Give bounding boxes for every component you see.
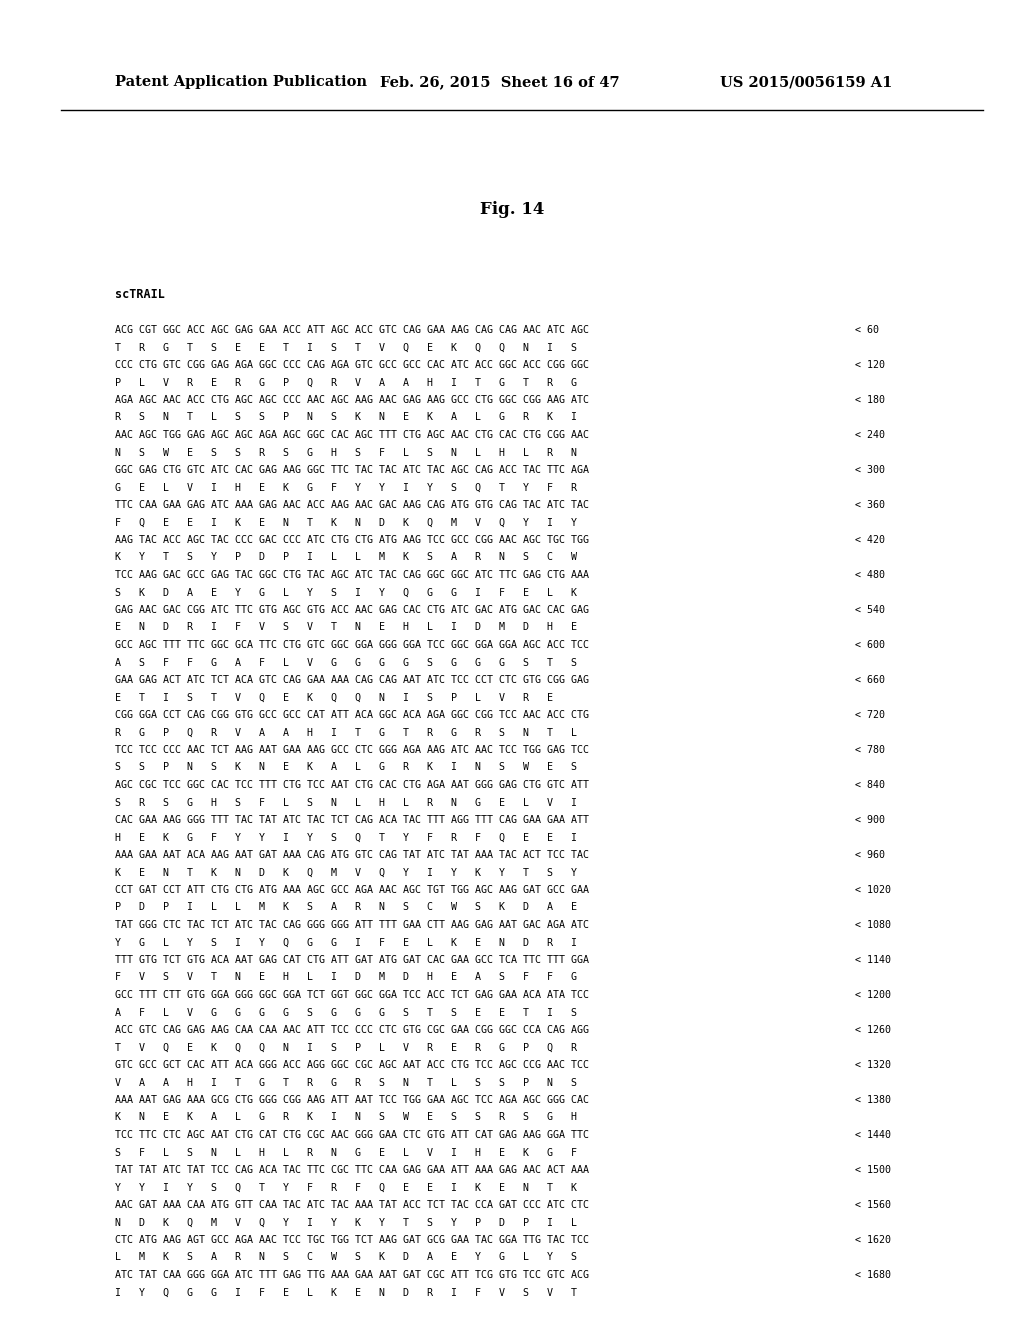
Text: < 540: < 540 <box>855 605 885 615</box>
Text: GAA GAG ACT ATC TCT ACA GTC CAG GAA AAA CAG CAG AAT ATC TCC CCT CTC GTG CGG GAG: GAA GAG ACT ATC TCT ACA GTC CAG GAA AAA … <box>115 675 589 685</box>
Text: < 1080: < 1080 <box>855 920 891 931</box>
Text: TCC TCC CCC AAC TCT AAG AAT GAA AAG GCC CTC GGG AGA AAG ATC AAC TCC TGG GAG TCC: TCC TCC CCC AAC TCT AAG AAT GAA AAG GCC … <box>115 744 589 755</box>
Text: AAG TAC ACC AGC TAC CCC GAC CCC ATC CTG CTG ATG AAG TCC GCC CGG AAC AGC TGC TGG: AAG TAC ACC AGC TAC CCC GAC CCC ATC CTG … <box>115 535 589 545</box>
Text: CAC GAA AAG GGG TTT TAC TAT ATC TAC TCT CAG ACA TAC TTT AGG TTT CAG GAA GAA ATT: CAC GAA AAG GGG TTT TAC TAT ATC TAC TCT … <box>115 814 589 825</box>
Text: < 600: < 600 <box>855 640 885 649</box>
Text: < 420: < 420 <box>855 535 885 545</box>
Text: < 1200: < 1200 <box>855 990 891 1001</box>
Text: Feb. 26, 2015  Sheet 16 of 47: Feb. 26, 2015 Sheet 16 of 47 <box>380 75 620 88</box>
Text: ACG CGT GGC ACC AGC GAG GAA ACC ATT AGC ACC GTC CAG GAA AAG CAG CAG AAC ATC AGC: ACG CGT GGC ACC AGC GAG GAA ACC ATT AGC … <box>115 325 589 335</box>
Text: AGC CGC TCC GGC CAC TCC TTT CTG TCC AAT CTG CAC CTG AGA AAT GGG GAG CTG GTC ATT: AGC CGC TCC GGC CAC TCC TTT CTG TCC AAT … <box>115 780 589 789</box>
Text: ATC TAT CAA GGG GGA ATC TTT GAG TTG AAA GAA AAT GAT CGC ATT TCG GTG TCC GTC ACG: ATC TAT CAA GGG GGA ATC TTT GAG TTG AAA … <box>115 1270 589 1280</box>
Text: < 1440: < 1440 <box>855 1130 891 1140</box>
Text: E   T   I   S   T   V   Q   E   K   Q   Q   N   I   S   P   L   V   R   E: E T I S T V Q E K Q Q N I S P L V R E <box>115 693 553 702</box>
Text: K   Y   T   S   Y   P   D   P   I   L   L   M   K   S   A   R   N   S   C   W: K Y T S Y P D P I L L M K S A R N S C W <box>115 553 577 562</box>
Text: < 960: < 960 <box>855 850 885 861</box>
Text: < 1500: < 1500 <box>855 1166 891 1175</box>
Text: ACC GTC CAG GAG AAG CAA CAA AAC ATT TCC CCC CTC GTG CGC GAA CGG GGC CCA CAG AGG: ACC GTC CAG GAG AAG CAA CAA AAC ATT TCC … <box>115 1026 589 1035</box>
Text: A   S   F   F   G   A   F   L   V   G   G   G   G   S   G   G   G   S   T   S: A S F F G A F L V G G G G S G G G S T S <box>115 657 577 668</box>
Text: K   N   E   K   A   L   G   R   K   I   N   S   W   E   S   S   R   S   G   H: K N E K A L G R K I N S W E S S R S G H <box>115 1113 577 1122</box>
Text: TTT GTG TCT GTG ACA AAT GAG CAT CTG ATT GAT ATG GAT CAC GAA GCC TCA TTC TTT GGA: TTT GTG TCT GTG ACA AAT GAG CAT CTG ATT … <box>115 954 589 965</box>
Text: Y   Y   I   Y   S   Q   T   Y   F   R   F   Q   E   E   I   K   E   N   T   K: Y Y I Y S Q T Y F R F Q E E I K E N T K <box>115 1183 577 1192</box>
Text: < 1680: < 1680 <box>855 1270 891 1280</box>
Text: N   D   K   Q   M   V   Q   Y   I   Y   K   Y   T   S   Y   P   D   P   I   L: N D K Q M V Q Y I Y K Y T S Y P D P I L <box>115 1217 577 1228</box>
Text: < 1140: < 1140 <box>855 954 891 965</box>
Text: TAT GGG CTC TAC TCT ATC TAC CAG GGG GGG ATT TTT GAA CTT AAG GAG AAT GAC AGA ATC: TAT GGG CTC TAC TCT ATC TAC CAG GGG GGG … <box>115 920 589 931</box>
Text: V   A   A   H   I   T   G   T   R   G   R   S   N   T   L   S   S   P   N   S: V A A H I T G T R G R S N T L S S P N S <box>115 1077 577 1088</box>
Text: S   F   L   S   N   L   H   L   R   N   G   E   L   V   I   H   E   K   G   F: S F L S N L H L R N G E L V I H E K G F <box>115 1147 577 1158</box>
Text: GCC TTT CTT GTG GGA GGG GGC GGA TCT GGT GGC GGA TCC ACC TCT GAG GAA ACA ATA TCC: GCC TTT CTT GTG GGA GGG GGC GGA TCT GGT … <box>115 990 589 1001</box>
Text: A   F   L   V   G   G   G   G   S   G   G   G   S   T   S   E   E   T   I   S: A F L V G G G G S G G G S T S E E T I S <box>115 1007 577 1018</box>
Text: AAC GAT AAA CAA ATG GTT CAA TAC ATC TAC AAA TAT ACC TCT TAC CCA GAT CCC ATC CTC: AAC GAT AAA CAA ATG GTT CAA TAC ATC TAC … <box>115 1200 589 1210</box>
Text: R   G   P   Q   R   V   A   A   H   I   T   G   T   R   G   R   S   N   T   L: R G P Q R V A A H I T G T R G R S N T L <box>115 727 577 738</box>
Text: CTC ATG AAG AGT GCC AGA AAC TCC TGC TGG TCT AAG GAT GCG GAA TAC GGA TTG TAC TCC: CTC ATG AAG AGT GCC AGA AAC TCC TGC TGG … <box>115 1236 589 1245</box>
Text: < 720: < 720 <box>855 710 885 719</box>
Text: < 480: < 480 <box>855 570 885 579</box>
Text: N   S   W   E   S   S   R   S   G   H   S   F   L   S   N   L   H   L   R   N: N S W E S S R S G H S F L S N L H L R N <box>115 447 577 458</box>
Text: F   Q   E   E   I   K   E   N   T   K   N   D   K   Q   M   V   Q   Y   I   Y: F Q E E I K E N T K N D K Q M V Q Y I Y <box>115 517 577 528</box>
Text: < 840: < 840 <box>855 780 885 789</box>
Text: P   D   P   I   L   L   M   K   S   A   R   N   S   C   W   S   K   D   A   E: P D P I L L M K S A R N S C W S K D A E <box>115 903 577 912</box>
Text: < 240: < 240 <box>855 430 885 440</box>
Text: S   S   P   N   S   K   N   E   K   A   L   G   R   K   I   N   S   W   E   S: S S P N S K N E K A L G R K I N S W E S <box>115 763 577 772</box>
Text: < 120: < 120 <box>855 360 885 370</box>
Text: < 900: < 900 <box>855 814 885 825</box>
Text: < 1260: < 1260 <box>855 1026 891 1035</box>
Text: GGC GAG CTG GTC ATC CAC GAG AAG GGC TTC TAC TAC ATC TAC AGC CAG ACC TAC TTC AGA: GGC GAG CTG GTC ATC CAC GAG AAG GGC TTC … <box>115 465 589 475</box>
Text: CGG GGA CCT CAG CGG GTG GCC GCC CAT ATT ACA GGC ACA AGA GGC CGG TCC AAC ACC CTG: CGG GGA CCT CAG CGG GTG GCC GCC CAT ATT … <box>115 710 589 719</box>
Text: < 1620: < 1620 <box>855 1236 891 1245</box>
Text: < 360: < 360 <box>855 500 885 510</box>
Text: < 1560: < 1560 <box>855 1200 891 1210</box>
Text: AAA GAA AAT ACA AAG AAT GAT AAA CAG ATG GTC CAG TAT ATC TAT AAA TAC ACT TCC TAC: AAA GAA AAT ACA AAG AAT GAT AAA CAG ATG … <box>115 850 589 861</box>
Text: < 1380: < 1380 <box>855 1096 891 1105</box>
Text: F   V   S   V   T   N   E   H   L   I   D   M   D   H   E   A   S   F   F   G: F V S V T N E H L I D M D H E A S F F G <box>115 973 577 982</box>
Text: TCC AAG GAC GCC GAG TAC GGC CTG TAC AGC ATC TAC CAG GGC GGC ATC TTC GAG CTG AAA: TCC AAG GAC GCC GAG TAC GGC CTG TAC AGC … <box>115 570 589 579</box>
Text: T   R   G   T   S   E   E   T   I   S   T   V   Q   E   K   Q   Q   N   I   S: T R G T S E E T I S T V Q E K Q Q N I S <box>115 342 577 352</box>
Text: CCT GAT CCT ATT CTG CTG ATG AAA AGC GCC AGA AAC AGC TGT TGG AGC AAG GAT GCC GAA: CCT GAT CCT ATT CTG CTG ATG AAA AGC GCC … <box>115 884 589 895</box>
Text: < 660: < 660 <box>855 675 885 685</box>
Text: < 60: < 60 <box>855 325 879 335</box>
Text: T   V   Q   E   K   Q   Q   N   I   S   P   L   V   R   E   R   G   P   Q   R: T V Q E K Q Q N I S P L V R E R G P Q R <box>115 1043 577 1052</box>
Text: AAC AGC TGG GAG AGC AGC AGA AGC GGC CAC AGC TTT CTG AGC AAC CTG CAC CTG CGG AAC: AAC AGC TGG GAG AGC AGC AGA AGC GGC CAC … <box>115 430 589 440</box>
Text: GCC AGC TTT TTC GGC GCA TTC CTG GTC GGC GGA GGG GGA TCC GGC GGA GGA AGC ACC TCC: GCC AGC TTT TTC GGC GCA TTC CTG GTC GGC … <box>115 640 589 649</box>
Text: TTC CAA GAA GAG ATC AAA GAG AAC ACC AAG AAC GAC AAG CAG ATG GTG CAG TAC ATC TAC: TTC CAA GAA GAG ATC AAA GAG AAC ACC AAG … <box>115 500 589 510</box>
Text: K   E   N   T   K   N   D   K   Q   M   V   Q   Y   I   Y   K   Y   T   S   Y: K E N T K N D K Q M V Q Y I Y K Y T S Y <box>115 867 577 878</box>
Text: < 1020: < 1020 <box>855 884 891 895</box>
Text: H   E   K   G   F   Y   Y   I   Y   S   Q   T   Y   F   R   F   Q   E   E   I: H E K G F Y Y I Y S Q T Y F R F Q E E I <box>115 833 577 842</box>
Text: < 780: < 780 <box>855 744 885 755</box>
Text: GAG AAC GAC CGG ATC TTC GTG AGC GTG ACC AAC GAG CAC CTG ATC GAC ATG GAC CAC GAG: GAG AAC GAC CGG ATC TTC GTG AGC GTG ACC … <box>115 605 589 615</box>
Text: Y   G   L   Y   S   I   Y   Q   G   G   I   F   E   L   K   E   N   D   R   I: Y G L Y S I Y Q G G I F E L K E N D R I <box>115 937 577 948</box>
Text: P   L   V   R   E   R   G   P   Q   R   V   A   A   H   I   T   G   T   R   G: P L V R E R G P Q R V A A H I T G T R G <box>115 378 577 388</box>
Text: S   K   D   A   E   Y   G   L   Y   S   I   Y   Q   G   G   I   F   E   L   K: S K D A E Y G L Y S I Y Q G G I F E L K <box>115 587 577 598</box>
Text: < 1320: < 1320 <box>855 1060 891 1071</box>
Text: R   S   N   T   L   S   S   P   N   S   K   N   E   K   A   L   G   R   K   I: R S N T L S S P N S K N E K A L G R K I <box>115 412 577 422</box>
Text: G   E   L   V   I   H   E   K   G   F   Y   Y   I   Y   S   Q   T   Y   F   R: G E L V I H E K G F Y Y I Y S Q T Y F R <box>115 483 577 492</box>
Text: < 180: < 180 <box>855 395 885 405</box>
Text: GTC GCC GCT CAC ATT ACA GGG ACC AGG GGC CGC AGC AAT ACC CTG TCC AGC CCG AAC TCC: GTC GCC GCT CAC ATT ACA GGG ACC AGG GGC … <box>115 1060 589 1071</box>
Text: US 2015/0056159 A1: US 2015/0056159 A1 <box>720 75 892 88</box>
Text: CCC CTG GTC CGG GAG AGA GGC CCC CAG AGA GTC GCC GCC CAC ATC ACC GGC ACC CGG GGC: CCC CTG GTC CGG GAG AGA GGC CCC CAG AGA … <box>115 360 589 370</box>
Text: Patent Application Publication: Patent Application Publication <box>115 75 367 88</box>
Text: < 300: < 300 <box>855 465 885 475</box>
Text: TCC TTC CTC AGC AAT CTG CAT CTG CGC AAC GGG GAA CTC GTG ATT CAT GAG AAG GGA TTC: TCC TTC CTC AGC AAT CTG CAT CTG CGC AAC … <box>115 1130 589 1140</box>
Text: I   Y   Q   G   G   I   F   E   L   K   E   N   D   R   I   F   V   S   V   T: I Y Q G G I F E L K E N D R I F V S V T <box>115 1287 577 1298</box>
Text: AAA AAT GAG AAA GCG CTG GGG CGG AAG ATT AAT TCC TGG GAA AGC TCC AGA AGC GGG CAC: AAA AAT GAG AAA GCG CTG GGG CGG AAG ATT … <box>115 1096 589 1105</box>
Text: Fig. 14: Fig. 14 <box>480 202 544 219</box>
Text: L   M   K   S   A   R   N   S   C   W   S   K   D   A   E   Y   G   L   Y   S: L M K S A R N S C W S K D A E Y G L Y S <box>115 1253 577 1262</box>
Text: S   R   S   G   H   S   F   L   S   N   L   H   L   R   N   G   E   L   V   I: S R S G H S F L S N L H L R N G E L V I <box>115 797 577 808</box>
Text: scTRAIL: scTRAIL <box>115 289 165 301</box>
Text: E   N   D   R   I   F   V   S   V   T   N   E   H   L   I   D   M   D   H   E: E N D R I F V S V T N E H L I D M D H E <box>115 623 577 632</box>
Text: AGA AGC AAC ACC CTG AGC AGC CCC AAC AGC AAG AAC GAG AAG GCC CTG GGC CGG AAG ATC: AGA AGC AAC ACC CTG AGC AGC CCC AAC AGC … <box>115 395 589 405</box>
Text: TAT TAT ATC TAT TCC CAG ACA TAC TTC CGC TTC CAA GAG GAA ATT AAA GAG AAC ACT AAA: TAT TAT ATC TAT TCC CAG ACA TAC TTC CGC … <box>115 1166 589 1175</box>
